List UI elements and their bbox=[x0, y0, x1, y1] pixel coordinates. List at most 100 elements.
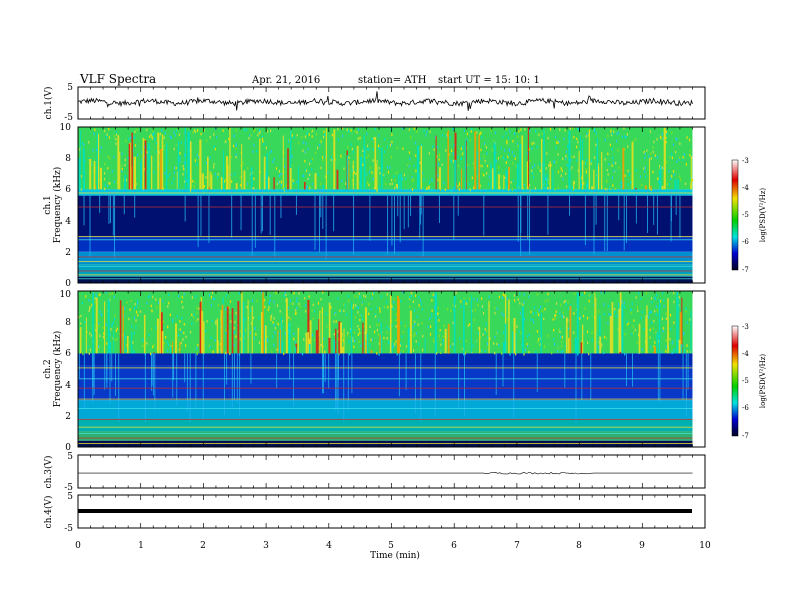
spectral-speckle bbox=[588, 294, 591, 297]
spheric-streak bbox=[264, 325, 267, 354]
spectral-speckle bbox=[543, 345, 545, 348]
spectral-speckle bbox=[597, 350, 599, 354]
spectral-speckle bbox=[466, 164, 469, 167]
spectral-speckle bbox=[366, 181, 369, 184]
spectral-speckle bbox=[674, 150, 677, 154]
spectral-speckle bbox=[279, 309, 281, 313]
spectral-speckle bbox=[495, 151, 497, 154]
spectral-speckle bbox=[357, 333, 359, 337]
spectral-speckle bbox=[258, 341, 261, 344]
spectral-speckle bbox=[458, 337, 461, 340]
spheric-streak bbox=[343, 328, 345, 354]
spectral-speckle bbox=[514, 157, 516, 160]
spectral-speckle bbox=[650, 297, 653, 300]
spectral-speckle bbox=[97, 345, 100, 348]
spectral-speckle bbox=[480, 148, 482, 152]
spectral-speckle bbox=[312, 317, 314, 321]
spectral-speckle bbox=[291, 155, 293, 158]
spectral-speckle bbox=[554, 188, 556, 191]
spectral-speckle bbox=[400, 321, 402, 325]
ch2-cb-tick-m6: -6 bbox=[742, 404, 749, 412]
spectral-speckle bbox=[513, 294, 515, 297]
spectral-speckle bbox=[245, 128, 248, 131]
spectral-speckle bbox=[646, 149, 648, 152]
spectral-speckle bbox=[414, 323, 416, 326]
narrowband-line bbox=[78, 367, 693, 369]
spheric-streak bbox=[133, 156, 136, 190]
spectral-speckle bbox=[551, 351, 553, 355]
spectral-speckle bbox=[627, 169, 629, 173]
spheric-streak bbox=[79, 130, 81, 190]
spectral-speckle bbox=[149, 294, 151, 298]
spectral-speckle bbox=[567, 144, 569, 148]
spectral-speckle bbox=[407, 163, 409, 167]
spheric-streak-low bbox=[231, 353, 233, 407]
ch1-spectrogram-panel: 0 2 4 6 8 10 ch.1 Frequency (kHz) -3 -4 … bbox=[43, 123, 767, 289]
spectral-speckle bbox=[431, 309, 433, 312]
spectral-speckle bbox=[97, 322, 100, 326]
spheric-streak bbox=[460, 168, 463, 190]
spectral-speckle bbox=[517, 135, 519, 139]
spheric-streak bbox=[586, 183, 588, 190]
spectral-speckle bbox=[454, 296, 457, 299]
spectral-speckle bbox=[415, 340, 417, 343]
spectral-speckle bbox=[136, 299, 138, 303]
spectral-speckle bbox=[173, 171, 175, 174]
spectral-speckle bbox=[267, 130, 269, 133]
spheric-streak bbox=[470, 295, 472, 354]
narrowband-line bbox=[78, 239, 693, 241]
spectral-speckle bbox=[157, 301, 160, 305]
spectral-speckle bbox=[400, 342, 402, 346]
spectral-speckle bbox=[306, 132, 308, 135]
spectral-speckle bbox=[311, 168, 313, 171]
spectral-speckle bbox=[304, 135, 307, 139]
spectral-speckle bbox=[429, 130, 431, 134]
spectral-speckle bbox=[493, 306, 496, 310]
spectral-speckle bbox=[404, 324, 406, 328]
spectral-speckle bbox=[639, 297, 641, 301]
spheric-streak bbox=[376, 163, 378, 190]
spectral-speckle bbox=[536, 293, 539, 296]
spectral-speckle bbox=[95, 292, 97, 296]
spectral-speckle bbox=[581, 293, 583, 297]
spectral-speckle bbox=[532, 318, 534, 321]
spectral-speckle bbox=[571, 127, 574, 130]
spheric-streak bbox=[303, 181, 306, 190]
spectral-speckle bbox=[499, 186, 501, 189]
spectral-speckle bbox=[115, 338, 118, 341]
spectral-speckle bbox=[182, 165, 184, 168]
spectral-speckle bbox=[531, 147, 533, 150]
spectral-speckle bbox=[83, 143, 85, 147]
spectral-speckle bbox=[210, 295, 213, 299]
spectral-speckle bbox=[536, 330, 539, 333]
spectral-speckle bbox=[376, 160, 378, 163]
spectral-speckle bbox=[311, 158, 314, 161]
spectral-speckle bbox=[95, 328, 97, 332]
spheric-streak-low bbox=[495, 353, 497, 395]
spheric-streak bbox=[307, 332, 310, 354]
spheric-streak bbox=[221, 304, 224, 354]
spectral-speckle bbox=[662, 137, 664, 141]
spectral-speckle bbox=[509, 353, 511, 356]
spectral-speckle bbox=[653, 319, 655, 323]
spheric-streak-low bbox=[295, 189, 297, 215]
spectral-speckle bbox=[515, 352, 517, 356]
spheric-streak-low bbox=[626, 189, 628, 244]
spectral-speckle bbox=[376, 352, 378, 355]
spectral-speckle bbox=[595, 132, 597, 135]
spectral-speckle bbox=[402, 350, 404, 353]
spectral-speckle bbox=[322, 159, 324, 162]
ch1-freq-tick-10: 10 bbox=[60, 123, 72, 133]
spectral-speckle bbox=[99, 310, 101, 313]
spheric-streak bbox=[569, 305, 572, 354]
spectral-speckle bbox=[595, 143, 597, 147]
spheric-streak bbox=[690, 310, 692, 354]
spectral-speckle bbox=[408, 164, 410, 168]
spectral-speckle bbox=[479, 336, 481, 339]
spectral-speckle bbox=[671, 152, 673, 156]
spectral-speckle bbox=[392, 307, 394, 311]
spectral-speckle bbox=[285, 293, 287, 297]
spectral-speckle bbox=[604, 138, 606, 142]
spectral-speckle bbox=[421, 171, 423, 175]
spectral-speckle bbox=[450, 189, 452, 192]
